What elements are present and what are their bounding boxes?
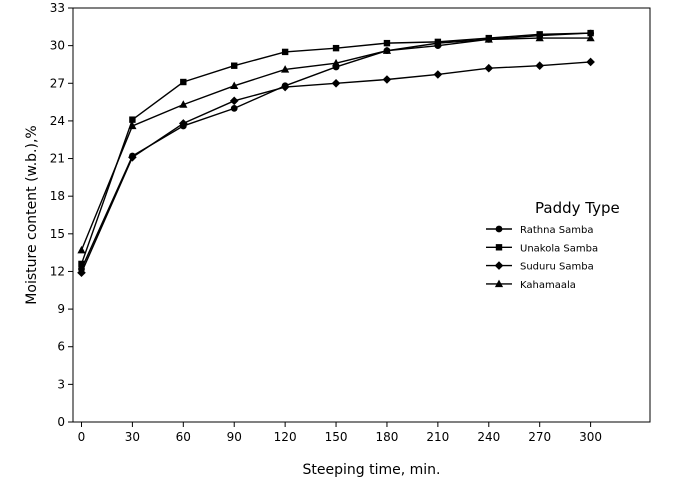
x-tick-label: 240 — [477, 430, 500, 444]
legend-marker-unakola-samba — [495, 244, 503, 251]
y-tick-label: 33 — [50, 1, 65, 15]
data-point-kahamaala — [484, 35, 493, 43]
legend-item-unakola-samba: Unakola Samba — [486, 243, 598, 254]
y-tick-label: 27 — [50, 76, 65, 90]
data-point-suduru-samba — [484, 63, 494, 73]
y-tick-label: 24 — [50, 114, 65, 128]
data-point-kahamaala — [331, 58, 341, 67]
data-point-suduru-samba — [433, 70, 443, 79]
data-point-kahamaala — [535, 33, 544, 42]
x-tick-label: 0 — [78, 430, 86, 444]
series-suduru-samba — [77, 57, 595, 278]
x-tick-label: 150 — [325, 430, 348, 444]
x-tick-label: 300 — [579, 430, 602, 444]
data-point-kahamaala — [281, 65, 290, 73]
legend-label: Rathna Samba — [520, 225, 593, 236]
y-tick-label: 18 — [50, 189, 65, 203]
data-point-unakola-samba — [180, 78, 187, 86]
axes: 0 3 6 9 12 15 18 21 24 27 30 33 0 30 60 90 120 150 180 210 2… — [50, 1, 651, 444]
legend-item-suduru-samba: Suduru Samba — [486, 261, 594, 273]
x-tick-label: 90 — [227, 430, 242, 444]
data-point-suduru-samba — [229, 96, 239, 106]
x-tick-label: 210 — [426, 430, 449, 444]
legend-label: Suduru Samba — [520, 262, 594, 273]
data-point-kahamaala — [77, 245, 86, 254]
y-tick-label: 30 — [50, 39, 65, 53]
data-point-suduru-samba — [535, 61, 544, 71]
x-tick-label: 270 — [528, 430, 551, 444]
x-tick-label: 60 — [176, 430, 191, 444]
x-tick-label: 180 — [376, 430, 399, 444]
data-point-unakola-samba — [332, 44, 340, 52]
data-point-kahamaala — [382, 46, 392, 54]
y-tick-label: 12 — [50, 264, 65, 278]
data-point-kahamaala — [230, 81, 239, 89]
data-point-unakola-samba — [587, 29, 594, 37]
data-point-kahamaala — [179, 100, 188, 108]
data-point-kahamaala — [128, 121, 137, 130]
data-point-unakola-samba — [383, 39, 391, 47]
series-line-suduru-samba — [80, 61, 591, 273]
y-tick-label: 0 — [57, 415, 65, 429]
data-point-suduru-samba — [280, 82, 290, 92]
data-point-suduru-samba — [77, 268, 86, 278]
y-tick-label: 3 — [57, 377, 65, 391]
y-tick-label: 15 — [50, 227, 65, 241]
data-point-suduru-samba — [331, 78, 341, 88]
legend-marker-suduru-samba — [494, 261, 504, 270]
legend-label: Kahamaala — [520, 280, 576, 291]
y-tick-label: 21 — [50, 152, 65, 166]
data-point-rathna-samba — [230, 104, 238, 112]
y-axis-title: Moisture content (w.b.),% — [24, 125, 40, 304]
data-point-unakola-samba — [129, 116, 136, 123]
data-point-unakola-samba — [231, 62, 238, 69]
y-tick-label: 9 — [57, 302, 65, 316]
legend-item-rathna-samba: Rathna Samba — [486, 225, 593, 236]
series-kahamaala — [77, 33, 595, 254]
legend: Paddy Type Rathna Samba Unakola Samba Sudur… — [486, 199, 620, 291]
legend-label: Unakola Samba — [520, 243, 598, 254]
x-axis-title: Steeping time, min. — [303, 462, 441, 478]
data-point-suduru-samba — [128, 152, 137, 162]
data-point-suduru-samba — [586, 57, 595, 67]
data-point-unakola-samba — [281, 48, 289, 56]
data-point-unakola-samba — [78, 260, 85, 268]
y-tick-label: 6 — [57, 340, 65, 354]
legend-marker-rathna-samba — [495, 225, 503, 233]
data-point-kahamaala — [586, 33, 595, 42]
series-layer — [77, 29, 595, 278]
plot-frame — [72, 7, 651, 423]
legend-marker-kahamaala — [494, 279, 504, 288]
legend-title: Paddy Type — [535, 199, 620, 217]
data-point-kahamaala — [433, 38, 442, 47]
x-tick-label: 30 — [125, 430, 140, 444]
data-point-suduru-samba — [179, 119, 188, 128]
legend-item-kahamaala: Kahamaala — [486, 279, 576, 291]
data-point-suduru-samba — [382, 75, 392, 84]
x-tick-label: 120 — [274, 430, 297, 444]
